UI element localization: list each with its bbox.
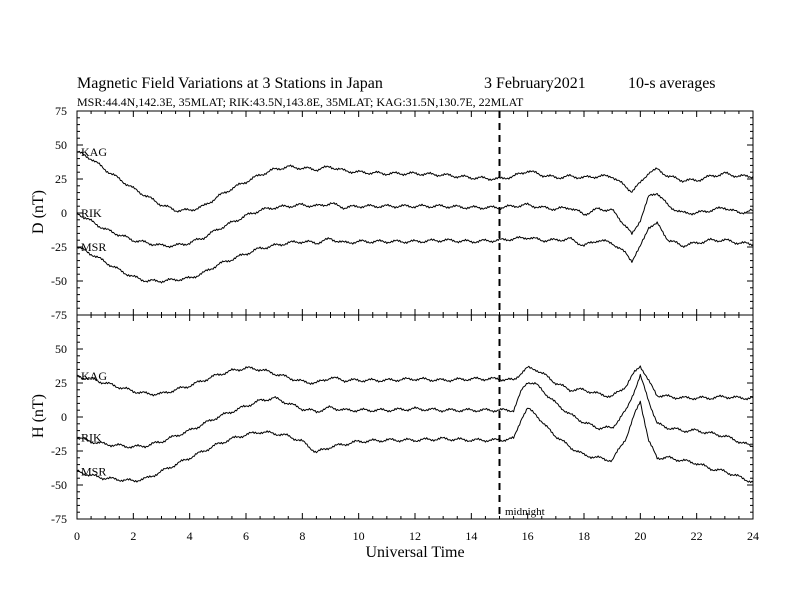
station-coordinates: MSR:44.4N,142.3E, 35MLAT; RIK:43.5N,143.… bbox=[77, 95, 524, 109]
x-tick-label: 4 bbox=[187, 529, 193, 543]
x-tick-label: 8 bbox=[299, 529, 305, 543]
d-y-tick-label: 75 bbox=[55, 104, 67, 118]
h-series-label: RIK bbox=[81, 430, 102, 444]
x-tick-label: 6 bbox=[243, 529, 249, 543]
h-series-kag bbox=[76, 365, 754, 401]
x-tick-label: 14 bbox=[465, 529, 477, 543]
x-tick-label: 2 bbox=[130, 529, 136, 543]
x-tick-label: 16 bbox=[522, 529, 534, 543]
d-series-label: KAG bbox=[81, 145, 107, 159]
x-tick-label: 20 bbox=[634, 529, 646, 543]
d-panel: 75 50 25 0 -25 -50 -75 KAG RIK MSR bbox=[51, 104, 754, 322]
d-series-rik bbox=[76, 193, 754, 249]
d-y-tick-label: 25 bbox=[55, 172, 67, 186]
h-y-tick-label: 25 bbox=[55, 376, 67, 390]
h-y-tick-label: 0 bbox=[61, 410, 67, 424]
chart-title: Magnetic Field Variations at 3 Stations … bbox=[77, 75, 383, 92]
h-y-tick-label: -50 bbox=[51, 478, 67, 492]
d-y-tick-label: -75 bbox=[51, 308, 67, 322]
midnight-label: midnight bbox=[505, 506, 545, 518]
x-tick-label: 18 bbox=[578, 529, 590, 543]
chart-date: 3 February2021 bbox=[484, 75, 586, 92]
d-series-msr bbox=[76, 221, 754, 284]
x-tick-label: 22 bbox=[691, 529, 703, 543]
h-y-tick-label: -25 bbox=[51, 444, 67, 458]
h-axis-label: H (nT) bbox=[30, 394, 47, 438]
h-series-rik bbox=[76, 373, 754, 449]
d-y-tick-label: -50 bbox=[51, 274, 67, 288]
x-tick-label: 12 bbox=[409, 529, 421, 543]
d-series-label: RIK bbox=[81, 206, 102, 220]
d-axis-label: D (nT) bbox=[30, 190, 47, 234]
h-y-tick-label: -75 bbox=[51, 512, 67, 526]
d-y-tick-label: 0 bbox=[61, 206, 67, 220]
x-tick-label: 0 bbox=[74, 529, 80, 543]
h-panel-frame bbox=[76, 314, 754, 520]
h-series-label: KAG bbox=[81, 369, 107, 383]
x-tick-label: 10 bbox=[353, 529, 365, 543]
d-series-kag bbox=[76, 150, 754, 213]
d-panel-frame bbox=[76, 110, 754, 316]
d-y-tick-label: 50 bbox=[55, 138, 67, 152]
h-series-label: MSR bbox=[81, 464, 106, 478]
h-y-tick-label: 50 bbox=[55, 342, 67, 356]
x-tick-label: 24 bbox=[747, 529, 759, 543]
h-series-msr bbox=[76, 400, 754, 484]
d-series-label: MSR bbox=[81, 240, 106, 254]
x-axis-label: Universal Time bbox=[365, 544, 464, 561]
d-y-tick-label: -25 bbox=[51, 240, 67, 254]
averaging-note: 10-s averages bbox=[628, 75, 716, 92]
